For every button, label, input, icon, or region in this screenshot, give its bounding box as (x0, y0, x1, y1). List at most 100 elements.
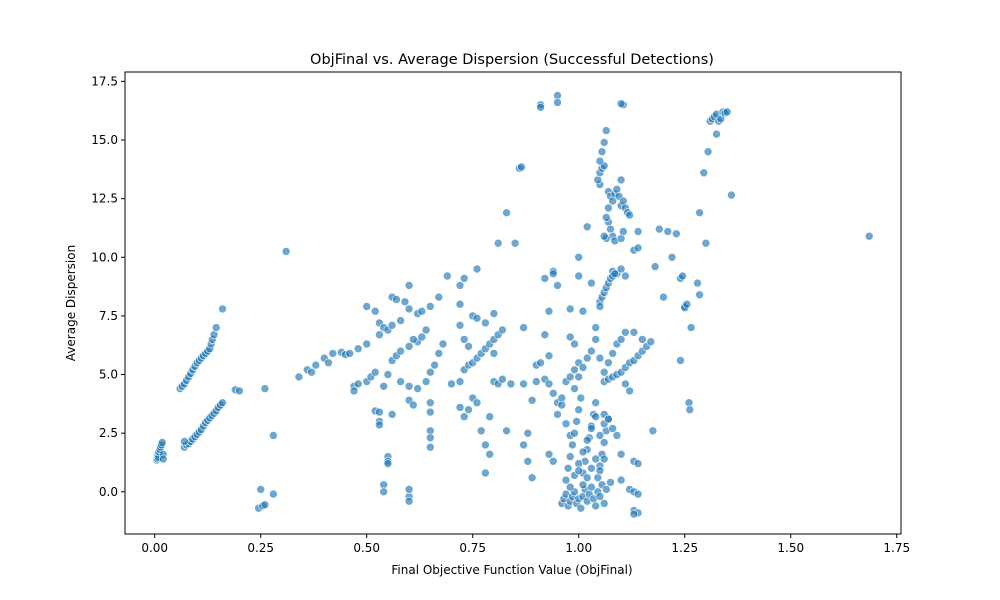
data-point (654, 224, 664, 234)
data-point (587, 346, 596, 356)
x-tick-label: 0.75 (459, 541, 486, 555)
data-point (472, 313, 482, 323)
x-tick-label: 0.50 (353, 541, 380, 555)
data-point (625, 386, 634, 396)
data-point (633, 459, 643, 468)
data-point (464, 405, 473, 415)
data-point (489, 309, 499, 318)
data-point (519, 323, 528, 332)
data-point (481, 440, 490, 450)
data-point (727, 190, 736, 200)
data-point (648, 426, 658, 436)
data-point (565, 452, 575, 461)
data-point (621, 271, 630, 281)
x-tick-label: 0.00 (141, 541, 168, 555)
data-point (536, 358, 545, 368)
data-point (582, 222, 592, 232)
data-point (587, 463, 596, 473)
data-point (404, 485, 414, 494)
data-point (604, 414, 613, 424)
data-point (553, 98, 562, 107)
data-point (633, 227, 643, 236)
data-point (621, 327, 630, 337)
data-point (667, 252, 677, 262)
data-point (591, 412, 601, 422)
data-point (294, 372, 304, 382)
data-point (527, 395, 537, 405)
data-point (591, 454, 601, 464)
data-point (574, 372, 584, 382)
x-axis-title: Final Objective Function Value (ObjFinal… (391, 563, 632, 577)
data-point (582, 473, 592, 483)
data-point (519, 379, 528, 389)
data-point (570, 384, 579, 393)
data-point (523, 428, 533, 438)
data-point (587, 278, 596, 288)
data-point (256, 485, 266, 494)
data-point (633, 489, 643, 499)
data-point (565, 332, 575, 342)
data-point (570, 339, 579, 349)
data-point (413, 384, 422, 393)
data-point (604, 358, 613, 368)
data-point (455, 281, 465, 290)
data-point (597, 147, 607, 156)
y-axis-title: Average Dispersion (64, 245, 78, 361)
data-point (701, 238, 711, 248)
data-point (459, 274, 469, 283)
data-point (601, 126, 611, 135)
data-point (593, 175, 603, 185)
data-point (404, 281, 414, 290)
data-point (574, 459, 584, 468)
data-point (536, 102, 545, 112)
data-point (481, 318, 490, 328)
plot-frame (124, 71, 902, 535)
data-point (404, 304, 414, 314)
data-point (430, 360, 439, 370)
y-tick-label: 15.0 (91, 133, 118, 147)
data-point (345, 349, 355, 358)
data-point (417, 332, 427, 342)
data-point (616, 264, 626, 274)
data-point (502, 208, 511, 217)
data-point (616, 99, 626, 108)
data-point (616, 335, 626, 344)
data-point (578, 480, 588, 490)
data-point (375, 420, 384, 430)
data-point (548, 269, 558, 279)
data-point (502, 426, 511, 436)
data-point (498, 374, 507, 384)
data-point (362, 302, 372, 311)
data-point (434, 349, 444, 358)
data-point (676, 356, 685, 365)
data-point (570, 365, 579, 375)
data-point (637, 335, 647, 344)
data-point (703, 147, 713, 156)
data-point (582, 435, 592, 445)
data-point (404, 496, 414, 506)
data-point (621, 379, 630, 389)
data-point (574, 405, 584, 415)
data-point (438, 339, 448, 349)
data-point (568, 440, 577, 450)
data-point (370, 367, 380, 377)
data-point (531, 377, 541, 386)
y-tick-label: 5.0 (99, 368, 118, 382)
y-tick-label: 10.0 (91, 250, 118, 264)
data-point (375, 407, 384, 417)
data-point (540, 330, 550, 340)
data-point (578, 363, 588, 372)
data-point (417, 306, 427, 316)
data-point (455, 377, 465, 386)
data-point (595, 353, 605, 363)
data-point (712, 129, 721, 139)
data-point (404, 381, 414, 391)
data-point (616, 475, 626, 485)
data-point (421, 325, 431, 335)
data-point (625, 210, 634, 220)
data-point (353, 379, 363, 389)
data-point (459, 412, 469, 422)
data-point (269, 489, 278, 499)
x-tick-label: 1.75 (883, 541, 910, 555)
